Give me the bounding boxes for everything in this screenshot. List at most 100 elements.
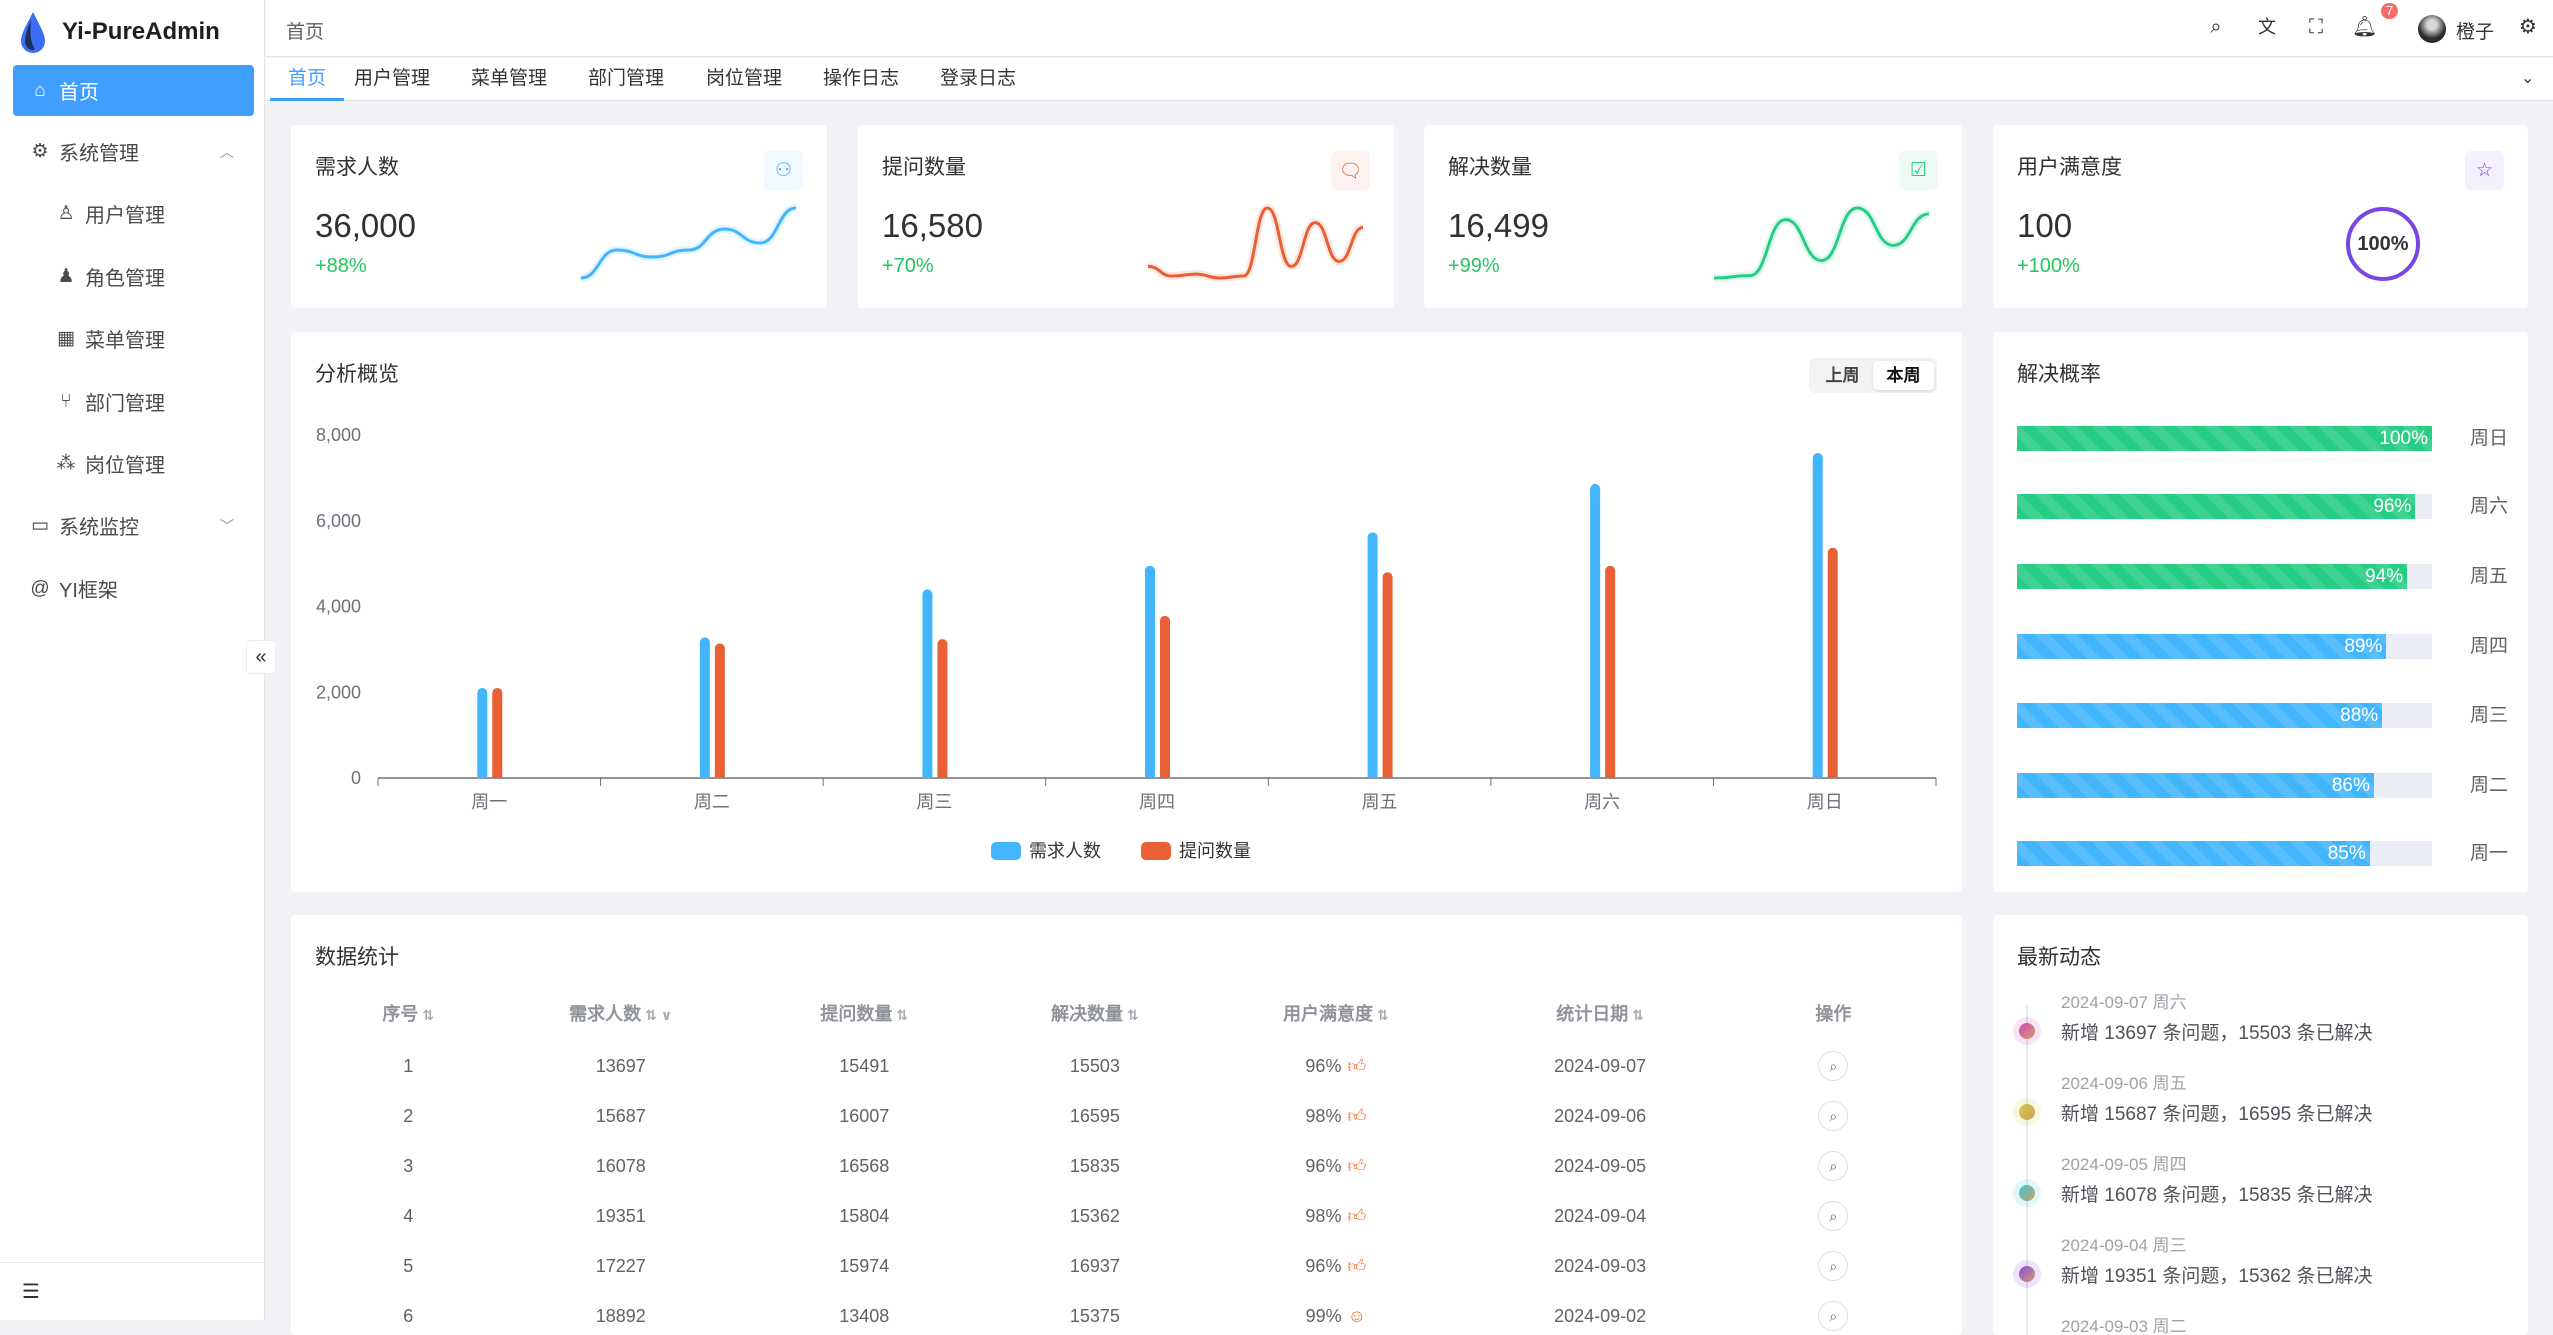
table-cell: 98% 👍︎ xyxy=(1201,1191,1470,1241)
collapse-menu-icon[interactable]: ☰ xyxy=(22,1281,40,1303)
sparkline-line xyxy=(581,206,796,280)
translate-icon[interactable]: 文 xyxy=(2258,17,2276,37)
bar-demand xyxy=(1367,532,1378,778)
view-detail-button[interactable]: ⌕ xyxy=(1818,1101,1849,1131)
sidebar-item-departments[interactable]: ⑂ 部门管理 xyxy=(13,376,254,427)
view-detail-button[interactable]: ⌕ xyxy=(1818,1201,1849,1231)
breadcrumb[interactable]: 首页 xyxy=(286,22,325,43)
sort-icon[interactable]: ⇅ xyxy=(896,1007,909,1023)
column-label: 提问数量 xyxy=(820,1004,893,1024)
table-cell: 96% 👍︎ xyxy=(1201,1141,1470,1191)
card-title: 最新动态 xyxy=(2017,946,2101,969)
notification-badge: 7 xyxy=(2381,3,2399,19)
filter-chevron-icon[interactable]: ∨ xyxy=(660,1007,673,1023)
column-header[interactable]: 序号 ⇅ xyxy=(315,985,502,1041)
tab-operation-log[interactable]: 操作日志 xyxy=(823,68,900,89)
timeline-text: 新增 15687 条问题，16595 条已解决 xyxy=(2061,1104,2373,1125)
fullscreen-icon[interactable]: ⛶ xyxy=(2309,16,2323,38)
last-week-button[interactable]: 上周 xyxy=(1825,366,1860,385)
tab-home[interactable]: 首页 xyxy=(270,58,345,101)
table-cell: ⌕ xyxy=(1730,1291,1937,1335)
users-icon: ⚇ xyxy=(764,151,803,190)
sidebar-item-menus[interactable]: ▦ 菜单管理 xyxy=(13,313,254,364)
sidebar-item-home[interactable]: ⌂ 首页 xyxy=(13,65,254,116)
view-detail-button[interactable]: ⌕ xyxy=(1818,1151,1849,1181)
sparkline xyxy=(581,204,796,282)
timeline-item: 2024-09-05 周四 新增 16078 条问题，15835 条已解决 xyxy=(1993,1147,2513,1227)
bar-demand xyxy=(1145,565,1155,778)
cell-value: 1 xyxy=(403,1055,414,1076)
column-header[interactable]: 需求人数 ⇅ ∨ xyxy=(502,985,740,1041)
sidebar-item-yi-framework[interactable]: @ YI框架 xyxy=(13,563,254,614)
timeline-item: 2024-09-04 周三 新增 19351 条问题，15362 条已解决 xyxy=(1993,1228,2513,1308)
view-detail-button[interactable]: ⌕ xyxy=(1818,1251,1849,1281)
bell-icon[interactable]: 🔔︎ xyxy=(2352,16,2376,38)
username[interactable]: 橙子 xyxy=(2456,22,2495,43)
cell-value: 18892 xyxy=(595,1305,646,1326)
sidebar-item-roles[interactable]: ♟ 角色管理 xyxy=(13,251,254,302)
table-cell: ⌕ xyxy=(1730,1241,1937,1291)
tab-users[interactable]: 用户管理 xyxy=(354,68,431,89)
column-header[interactable]: 统计日期 ⇅ xyxy=(1471,985,1730,1041)
search-icon[interactable]: ⌕ xyxy=(2210,16,2222,38)
stat-title: 用户满意度 xyxy=(2017,156,2122,179)
bar-questions xyxy=(1160,615,1170,778)
table-row: 3 16078 16568 15835 96% 👍︎ 2024-09-05 ⌕ xyxy=(315,1141,1937,1191)
table-cell: 16007 xyxy=(740,1091,989,1141)
rate-row: 86% 周二 xyxy=(2017,773,2517,798)
chevron-down-icon: ﹀ xyxy=(220,517,234,534)
menu-label: 首页 xyxy=(59,82,99,104)
settings-gear-icon[interactable]: ⚙ xyxy=(2519,16,2537,38)
resolution-rate-card: 解决概率 100% 周日 96% 周六 94% 周五 89% 周四 88% 周三 86% 周二 85% 周… xyxy=(1993,332,2528,892)
sidebar-item-users[interactable]: ♙ 用户管理 xyxy=(13,188,254,239)
sidebar-item-posts[interactable]: ⁂ 岗位管理 xyxy=(13,438,254,489)
bar-demand xyxy=(699,637,710,778)
tab-departments[interactable]: 部门管理 xyxy=(588,68,665,89)
table-cell: 15491 xyxy=(740,1041,989,1091)
app-title: Yi-PureAdmin xyxy=(62,18,220,45)
tabs-dropdown-chevron-icon[interactable]: ⌄ xyxy=(2521,70,2535,87)
sidebar-item-system[interactable]: ⚙ 系统管理 ︿ xyxy=(13,126,254,177)
tab-posts[interactable]: 岗位管理 xyxy=(706,68,783,89)
table-cell: 15974 xyxy=(740,1241,989,1291)
sort-icon[interactable]: ⇅ xyxy=(1376,1007,1389,1023)
column-header[interactable]: 解决数量 ⇅ xyxy=(989,985,1201,1041)
sidebar: Yi-PureAdmin ⌂ 首页 ⚙ 系统管理 ︿ ♙ 用户管理 ♟ 角色管理 ▦ 菜单管… xyxy=(0,0,265,1320)
this-week-button[interactable]: 本周 xyxy=(1873,361,1934,390)
timeline-date: 2024-09-06 周五 xyxy=(2061,1074,2187,1093)
stat-value: 100 xyxy=(2017,207,2073,244)
timeline-date: 2024-09-07 周六 xyxy=(2061,993,2187,1012)
column-header[interactable]: 提问数量 ⇅ xyxy=(740,985,989,1041)
column-header[interactable]: 用户满意度 ⇅ xyxy=(1201,985,1470,1041)
menu-label: 岗位管理 xyxy=(85,455,165,477)
at-icon: @ xyxy=(30,577,50,599)
sort-icon[interactable]: ⇅ xyxy=(1127,1007,1139,1023)
progress-fill: 100% xyxy=(2017,426,2432,451)
x-tick-label: 周二 xyxy=(694,792,730,812)
tab-login-log[interactable]: 登录日志 xyxy=(940,68,1017,89)
tab-menus[interactable]: 菜单管理 xyxy=(471,68,548,89)
logo[interactable]: Yi-PureAdmin xyxy=(18,10,220,54)
cell-value: 6 xyxy=(403,1305,414,1326)
collapse-sidebar-button[interactable]: « xyxy=(246,640,276,674)
cell-value: 2024-09-07 xyxy=(1554,1055,1647,1076)
sort-icon[interactable]: ⇅ xyxy=(422,1007,435,1023)
x-tick-label: 周四 xyxy=(1139,792,1175,812)
bar-demand xyxy=(477,687,488,778)
double-chevron-left-icon: « xyxy=(255,645,267,668)
day-label: 周日 xyxy=(2470,428,2509,449)
sort-icon[interactable]: ⇅ xyxy=(645,1007,657,1023)
y-tick-label: 6,000 xyxy=(316,511,361,531)
satisfaction-ring: 100% xyxy=(2346,207,2420,281)
view-detail-button[interactable]: ⌕ xyxy=(1818,1301,1849,1331)
sort-icon[interactable]: ⇅ xyxy=(1632,1007,1644,1023)
smile-icon: ☺ xyxy=(1347,1305,1367,1326)
timeline-dot-icon xyxy=(2019,1185,2035,1201)
chat-icon: 🗨︎ xyxy=(1331,151,1370,190)
avatar[interactable] xyxy=(2418,15,2446,43)
progress-fill: 86% xyxy=(2017,773,2374,798)
sidebar-item-monitor[interactable]: ▭ 系统监控 ﹀ xyxy=(13,500,254,551)
view-detail-button[interactable]: ⌕ xyxy=(1818,1051,1849,1081)
cell-value: 96% xyxy=(1305,1156,1342,1176)
card-title: 分析概览 xyxy=(315,363,399,386)
